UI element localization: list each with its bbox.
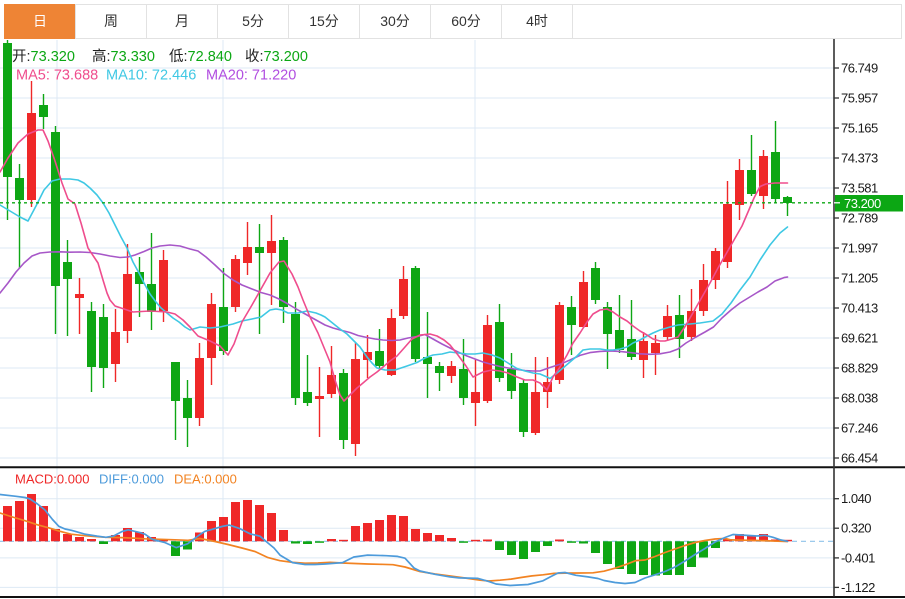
svg-text:高:73.330: 高:73.330 (92, 48, 155, 65)
svg-text:低:72.840: 低:72.840 (169, 48, 232, 65)
svg-text:72.789: 72.789 (841, 211, 878, 226)
svg-text:-0.401: -0.401 (841, 550, 875, 565)
svg-text:71.997: 71.997 (841, 241, 878, 256)
svg-text:74.373: 74.373 (841, 151, 878, 166)
svg-text:开:73.320: 开:73.320 (12, 49, 75, 65)
svg-text:DIFF:0.000: DIFF:0.000 (99, 472, 164, 487)
svg-text:75.957: 75.957 (841, 91, 878, 106)
svg-text:MA5: 73.688: MA5: 73.688 (16, 68, 98, 84)
svg-text:75.165: 75.165 (841, 121, 878, 136)
svg-text:71.205: 71.205 (841, 271, 878, 286)
svg-text:MACD:0.000: MACD:0.000 (15, 472, 89, 487)
svg-text:70.413: 70.413 (841, 301, 878, 316)
svg-text:66.454: 66.454 (841, 451, 878, 466)
svg-text:收:73.200: 收:73.200 (245, 48, 308, 65)
svg-text:68.829: 68.829 (841, 361, 878, 376)
svg-text:MA20: 71.220: MA20: 71.220 (206, 68, 296, 84)
svg-text:DEA:0.000: DEA:0.000 (174, 472, 237, 487)
svg-text:73.581: 73.581 (841, 181, 878, 196)
svg-text:MA10: 72.446: MA10: 72.446 (106, 68, 196, 84)
svg-text:1.040: 1.040 (841, 491, 871, 506)
svg-text:-1.122: -1.122 (841, 580, 875, 595)
svg-text:67.246: 67.246 (841, 421, 878, 436)
svg-text:69.621: 69.621 (841, 331, 878, 346)
svg-text:68.038: 68.038 (841, 391, 878, 406)
svg-text:73.200: 73.200 (844, 196, 881, 211)
svg-text:76.749: 76.749 (841, 61, 878, 76)
svg-text:0.320: 0.320 (841, 521, 871, 536)
